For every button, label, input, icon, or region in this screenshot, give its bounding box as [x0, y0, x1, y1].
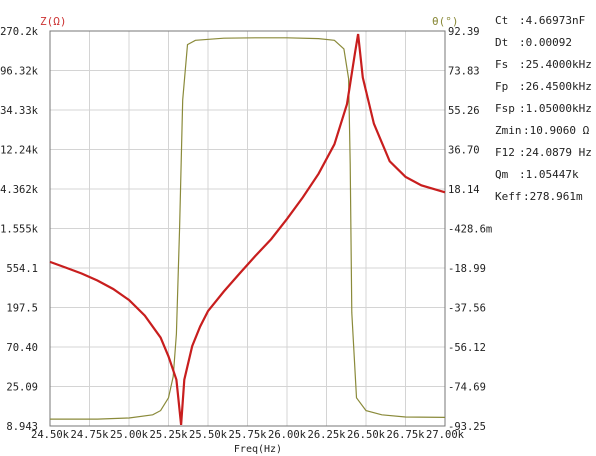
x-tick-label: 27.00k [426, 429, 465, 441]
right-tick-label: -93.25 [448, 421, 486, 433]
left-tick-label: 25.09 [6, 382, 38, 394]
right-tick-label: 73.83 [448, 66, 480, 78]
parameter-value: :25.4000kHz [519, 58, 592, 71]
right-tick-label: -428.6m [448, 224, 492, 236]
left-tick-label: 8.943 [6, 421, 38, 433]
parameter-row: Keff:278.961m [495, 190, 583, 203]
right-tick-label: -74.69 [448, 382, 486, 394]
right-tick-label: 55.26 [448, 105, 480, 117]
left-tick-label: 554.1 [6, 263, 38, 275]
parameter-value: :1.05447k [519, 168, 579, 181]
parameter-label: Ct [495, 14, 509, 27]
left-tick-label: 70.40 [6, 342, 38, 354]
right-axis-title: θ(°) [432, 15, 459, 28]
parameter-label: Dt [495, 36, 509, 49]
x-tick-label: 26.00k [268, 429, 307, 441]
x-tick-label: 26.75k [387, 429, 426, 441]
left-axis-ticks: 270.2k 96.32k 34.33k 12.24k 4.362k 1.555k 554.… [0, 26, 39, 433]
parameter-label: Fsp [495, 102, 515, 115]
x-tick-label: 25.00k [110, 429, 149, 441]
plot-area-border [49, 30, 446, 427]
parameter-label: Fp [495, 80, 509, 93]
left-tick-label: 96.32k [0, 66, 39, 78]
impedance-series-line [49, 33, 446, 426]
parameter-value: :10.9060 Ω [523, 124, 590, 137]
parameter-value: :0.00092 [519, 36, 572, 49]
x-tick-label: 24.50k [31, 429, 70, 441]
right-tick-label: -18.99 [448, 263, 486, 275]
right-tick-label: 36.70 [448, 145, 480, 157]
parameter-value: :278.961m [523, 190, 583, 203]
parameter-row: Ct :4.66973nF [495, 14, 585, 27]
left-tick-label: 4.362k [0, 184, 39, 196]
left-tick-label: 270.2k [0, 26, 39, 38]
phase-series-line [50, 37, 446, 420]
left-tick-label: 1.555k [0, 224, 39, 236]
parameter-row: Zmin:10.9060 Ω [495, 124, 589, 137]
parameter-row: Qm :1.05447k [495, 168, 579, 181]
parameter-row: Fs :25.4000kHz [495, 58, 592, 71]
x-tick-label: 24.75k [71, 429, 110, 441]
x-tick-label: 25.75k [229, 429, 268, 441]
parameter-value: :24.0879 Hz [519, 146, 592, 159]
parameter-row: F12 :24.0879 Hz [495, 146, 592, 159]
x-tick-label: 25.50k [189, 429, 228, 441]
right-tick-label: 18.14 [448, 184, 480, 196]
right-tick-label: -37.56 [448, 303, 486, 315]
x-tick-label: 26.25k [308, 429, 347, 441]
x-axis-ticks: 24.50k 24.75k 25.00k 25.25k 25.50k 25.75k 26.0… [31, 429, 465, 441]
left-tick-label: 197.5 [6, 303, 38, 315]
parameter-row: Dt :0.00092 [495, 36, 572, 49]
parameter-value: :1.05000kHz [519, 102, 592, 115]
parameter-label: F12 [495, 146, 515, 159]
right-axis-ticks: 92.39 73.83 55.26 36.70 18.14 -428.6m -18.99 -3… [448, 26, 492, 433]
left-tick-label: 12.24k [0, 145, 39, 157]
parameter-label: Zmin [495, 124, 522, 137]
left-tick-label: 34.33k [0, 105, 39, 117]
parameter-value: :4.66973nF [519, 14, 586, 27]
parameter-row: Fp :26.4500kHz [495, 80, 592, 93]
parameter-value: :26.4500kHz [519, 80, 592, 93]
right-tick-label: 92.39 [448, 26, 480, 38]
left-axis-title: Z(Ω) [40, 15, 67, 28]
parameter-label: Keff [495, 190, 522, 203]
parameter-label: Fs [495, 58, 509, 71]
x-axis-title: Freq(Hz) [234, 444, 282, 455]
parameter-label: Qm [495, 168, 509, 181]
parameter-row: Fsp :1.05000kHz [495, 102, 592, 115]
chart-grid [49, 30, 446, 427]
x-tick-label: 25.25k [150, 429, 189, 441]
x-tick-label: 26.50k [347, 429, 386, 441]
right-tick-label: -56.12 [448, 342, 486, 354]
